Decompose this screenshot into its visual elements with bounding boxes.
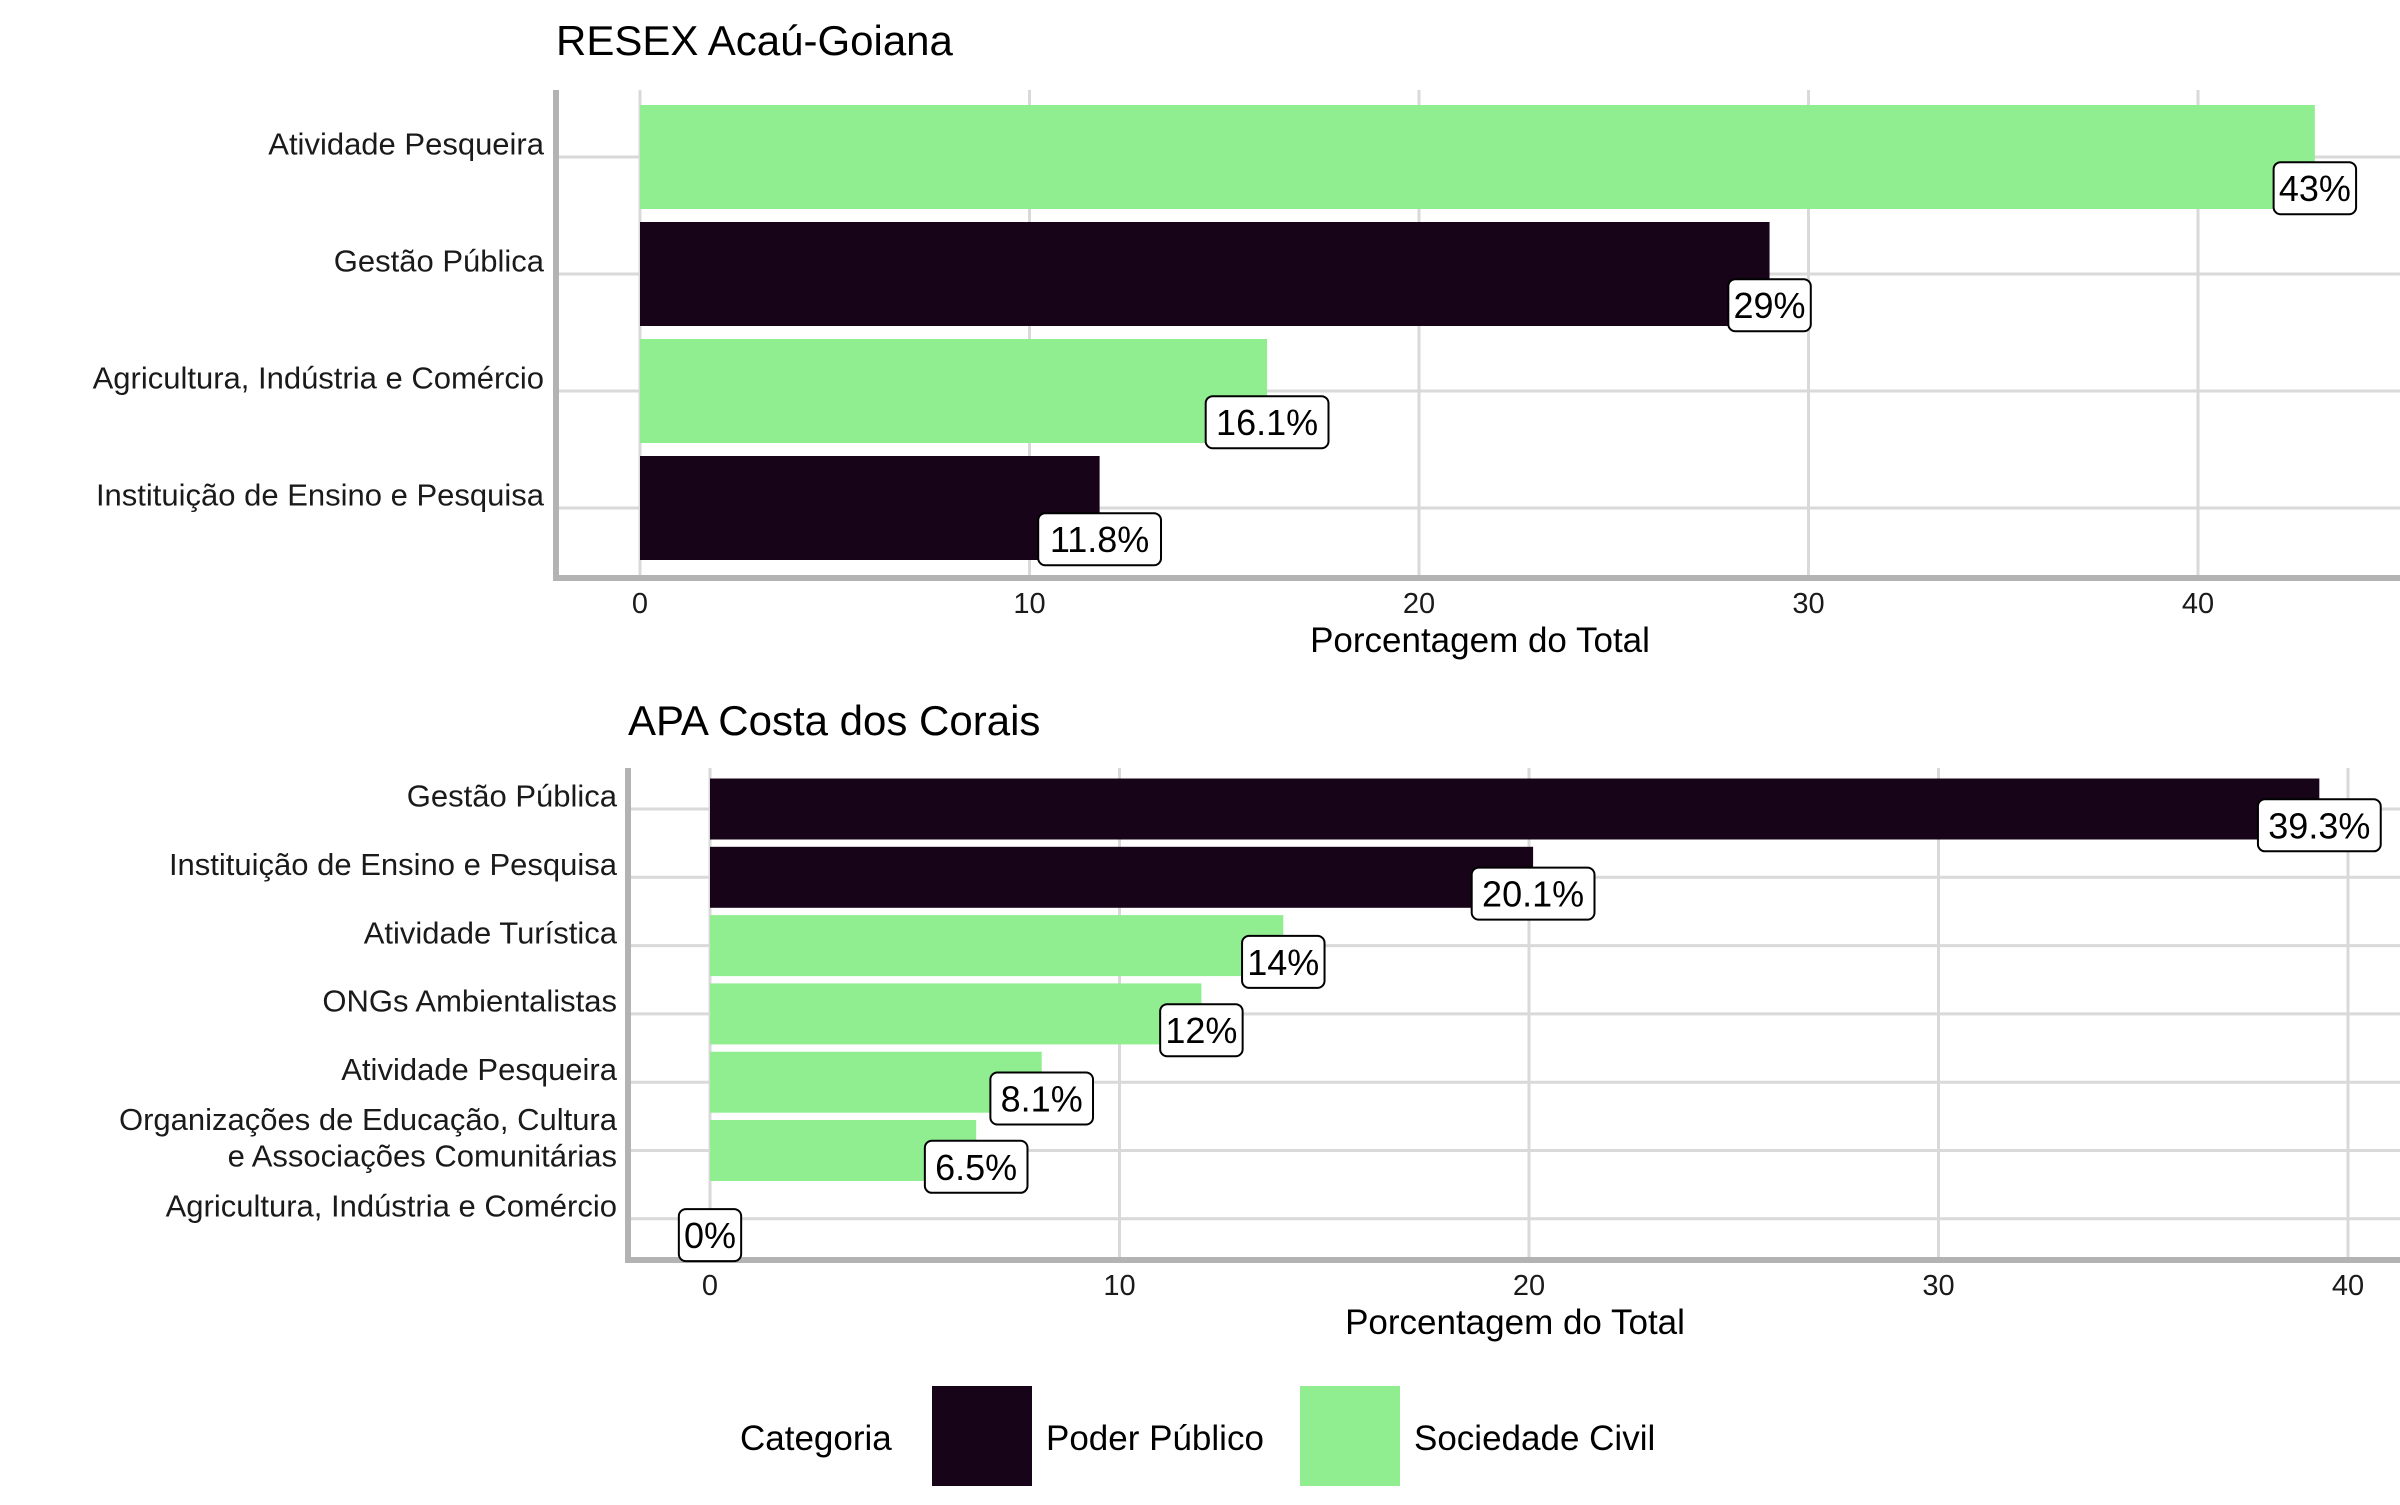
legend: Categoria Poder Público Sociedade Civil — [740, 1386, 1655, 1486]
bar — [640, 105, 2315, 209]
category-label: Organizações de Educação, Cultura e Assoc… — [119, 1102, 618, 1174]
category-label-line: ONGs Ambientalistas — [322, 984, 617, 1019]
category-label: Gestão Pública — [334, 244, 545, 279]
data-label-box — [2256, 798, 2382, 853]
bar — [640, 339, 1268, 443]
data-label-box — [2272, 161, 2358, 216]
bar — [710, 778, 2320, 840]
category-label: Instituição de Ensino e Pesquisa — [169, 847, 618, 882]
legend-title: Categoria — [740, 1419, 892, 1458]
category-label-line: Atividade Pesqueira — [341, 1052, 617, 1087]
x-tick-label: 40 — [2182, 588, 2214, 620]
category-label: Agricultura, Indústria e Comércio — [166, 1189, 617, 1224]
x-tick-label: 20 — [1403, 588, 1435, 620]
x-tick-label: 30 — [1792, 588, 1824, 620]
category-label: Instituição de Ensino e Pesquisa — [96, 478, 545, 513]
legend-swatch — [1300, 1386, 1400, 1486]
category-label: Atividade Turística — [364, 915, 618, 950]
data-label: 0% — [684, 1215, 736, 1256]
category-label-line: Agricultura, Indústria e Comércio — [93, 361, 544, 396]
category-label-line: Gestão Pública — [407, 779, 618, 814]
legend-swatch — [932, 1386, 1032, 1486]
x-tick-label: 10 — [1103, 1270, 1135, 1302]
category-label-line: Agricultura, Indústria e Comércio — [166, 1189, 617, 1224]
category-label: ONGs Ambientalistas — [322, 984, 617, 1019]
chart-title: APA Costa dos Corais — [628, 697, 1040, 744]
data-label-box — [1159, 1003, 1244, 1058]
category-label-line: e Associações Comunitárias — [228, 1139, 617, 1174]
data-label: 11.8% — [1050, 519, 1149, 560]
data-label-box — [1241, 934, 1326, 989]
data-label: 8.1% — [1001, 1078, 1083, 1119]
x-tick-label: 20 — [1513, 1270, 1545, 1302]
category-label: Agricultura, Indústria e Comércio — [93, 361, 544, 396]
category-label-line: Atividade Turística — [364, 915, 618, 950]
data-label: 14% — [1247, 942, 1319, 983]
category-label: Atividade Pesqueira — [268, 127, 544, 162]
legend-label: Poder Público — [1046, 1419, 1264, 1458]
category-label-line: Atividade Pesqueira — [268, 127, 544, 162]
bar — [710, 915, 1284, 977]
category-label: Atividade Pesqueira — [341, 1052, 617, 1087]
data-label-box — [989, 1071, 1095, 1126]
bar — [710, 846, 1534, 908]
bar — [640, 222, 1770, 326]
chart-panel-2: 0 10 20 30 40 Gestão Pública Instituição de En… — [119, 697, 2400, 1342]
category-label: Gestão Pública — [407, 779, 618, 814]
x-tick-label: 0 — [632, 588, 648, 620]
data-label-box — [1204, 395, 1330, 450]
data-label: 39.3% — [2268, 805, 2370, 846]
data-label-box — [677, 1208, 743, 1263]
x-axis-title: Porcentagem do Total — [1345, 1303, 1685, 1342]
data-label-box — [923, 1139, 1029, 1194]
chart-title: RESEX Acaú-Goiana — [556, 17, 954, 64]
bar — [710, 983, 1202, 1045]
category-label-line: Organizações de Educação, Cultura — [119, 1102, 618, 1137]
data-label: 16.1% — [1216, 402, 1318, 443]
bar — [710, 1051, 1042, 1113]
data-label-box — [1727, 278, 1812, 333]
x-tick-label: 40 — [2332, 1270, 2364, 1302]
x-tick-label: 10 — [1013, 588, 1045, 620]
data-label: 43% — [2279, 168, 2351, 209]
chart-panel-1: 0 10 20 30 40 Atividade Pesqueira Gestão Públi… — [93, 17, 2400, 660]
x-tick-label: 0 — [702, 1270, 718, 1302]
data-label-box — [1470, 866, 1596, 921]
category-label-line: Gestão Pública — [334, 244, 545, 279]
data-label: 20.1% — [1482, 874, 1584, 915]
x-axis-title: Porcentagem do Total — [1310, 621, 1650, 660]
bar — [640, 456, 1100, 560]
category-label-line: Instituição de Ensino e Pesquisa — [169, 847, 618, 882]
data-label: 6.5% — [935, 1147, 1017, 1188]
x-tick-label: 30 — [1922, 1270, 1954, 1302]
data-label-box — [1037, 512, 1163, 567]
legend-label: Sociedade Civil — [1414, 1419, 1655, 1458]
data-label: 12% — [1165, 1010, 1237, 1051]
data-label: 29% — [1734, 285, 1806, 326]
category-label-line: Instituição de Ensino e Pesquisa — [96, 478, 545, 513]
